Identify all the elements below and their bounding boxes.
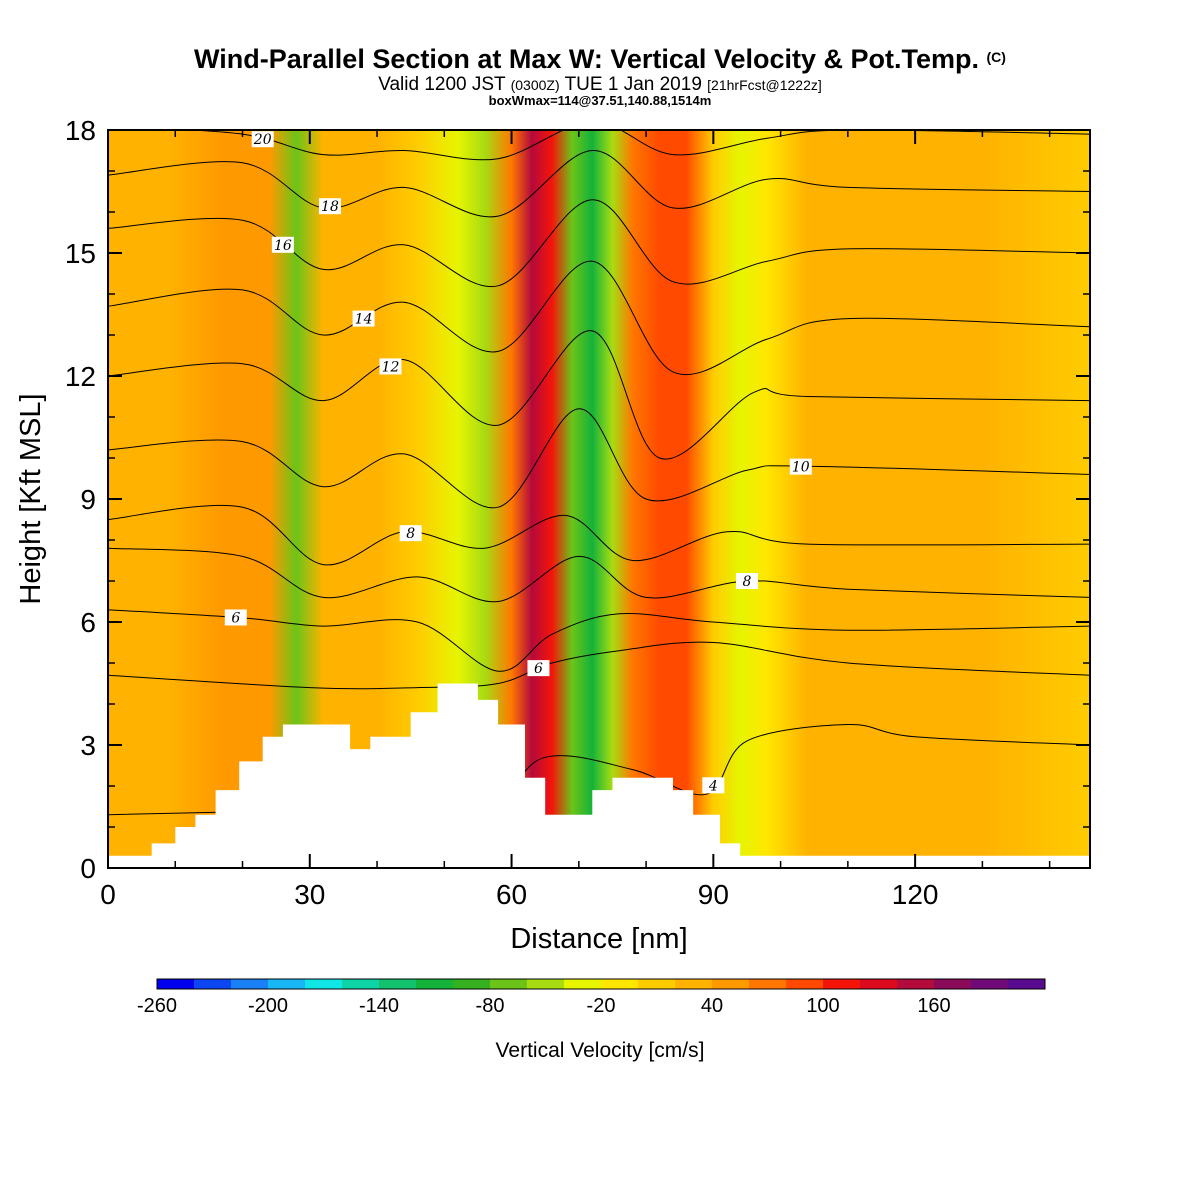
contour-label-box xyxy=(527,660,550,677)
colorbar-swatch xyxy=(268,979,306,989)
x-tick-label: 60 xyxy=(496,879,527,910)
colorbar-swatch xyxy=(416,979,454,989)
contour-label-box xyxy=(702,777,725,794)
contour-label-box xyxy=(352,310,375,327)
theta-contour-18 xyxy=(108,149,1090,218)
colorbar-swatch xyxy=(786,979,824,989)
chart-subtitle: Valid 1200 JST (0300Z) TUE 1 Jan 2019 [2… xyxy=(378,74,822,95)
contour-label: 10 xyxy=(792,460,810,476)
chart-title: Wind-Parallel Section at Max W: Vertical… xyxy=(194,44,1006,74)
colorbar: -260 -200 -140 -80 -20 40 100 160 xyxy=(137,978,1046,1017)
contour-label: 20 xyxy=(253,132,272,148)
contour-label: 18 xyxy=(321,199,339,215)
colorbar-tick-label: 40 xyxy=(701,995,723,1017)
contour-label: 14 xyxy=(355,312,373,328)
colorbar-tick-label: -80 xyxy=(476,995,505,1017)
theta-contour-6 xyxy=(108,641,1090,690)
colorbar-swatch xyxy=(564,979,602,989)
y-axis: 0 3 6 9 12 15 18 xyxy=(65,115,1090,884)
colorbar-swatch xyxy=(971,979,1009,989)
colorbar-swatch xyxy=(823,979,861,989)
y-tick-label: 18 xyxy=(65,115,96,146)
colorbar-swatch xyxy=(194,979,232,989)
contour-label-box xyxy=(271,236,294,253)
y-tick-label: 9 xyxy=(80,484,96,515)
theta-contour-6 xyxy=(108,609,1090,672)
colorbar-tick-label: -260 xyxy=(137,995,177,1017)
plot-area: 4 6 6 8 8 10 12 14 16 18 20 xyxy=(108,130,1090,868)
colorbar-swatch xyxy=(157,979,195,989)
colorbar-swatch xyxy=(712,979,750,989)
x-axis: 0 30 60 90 120 xyxy=(100,130,1051,910)
colorbar-swatch xyxy=(897,979,935,989)
contour-label-box xyxy=(224,609,247,626)
contour-label-box xyxy=(399,525,422,542)
contour-labels: 4 6 6 8 8 10 12 14 16 18 20 xyxy=(224,131,812,794)
colorbar-swatch xyxy=(749,979,787,989)
y-tick-label: 0 xyxy=(80,853,96,884)
contour-label: 16 xyxy=(274,238,292,254)
colorbar-swatch xyxy=(638,979,676,989)
contour-label-box xyxy=(251,131,274,148)
colorbar-swatch xyxy=(453,979,491,989)
colorbar-swatch xyxy=(305,979,343,989)
y-tick-label: 3 xyxy=(80,730,96,761)
theta-contours xyxy=(108,130,1090,816)
contour-label: 6 xyxy=(231,610,240,626)
colorbar-tick-label: -140 xyxy=(359,995,399,1017)
y-tick-label: 6 xyxy=(80,607,96,638)
colorbar-frame xyxy=(156,978,1046,990)
contour-label-box xyxy=(735,573,758,589)
theta-contour-8 xyxy=(108,547,1090,603)
colorbar-swatch xyxy=(1008,979,1046,989)
chart-subtitle-2: boxWmax=114@37.51,140.88,1514m xyxy=(488,93,712,108)
theta-contour-12 xyxy=(108,330,1090,460)
colorbar-swatch xyxy=(934,979,972,989)
y-axis-label: Height [Kft MSL] xyxy=(15,393,47,604)
contour-label: 12 xyxy=(382,359,400,375)
theta-contour-14 xyxy=(108,260,1090,376)
colorbar-title: Vertical Velocity [cm/s] xyxy=(496,1039,705,1062)
y-tick-label: 15 xyxy=(65,238,96,269)
colorbar-tick-label: -200 xyxy=(248,995,288,1017)
contour-label-box xyxy=(789,458,812,475)
colorbar-swatch xyxy=(675,979,713,989)
colorbar-tick-label: -20 xyxy=(587,995,616,1017)
colorbar-swatch xyxy=(490,979,528,989)
colorbar-tick-label: 100 xyxy=(806,995,839,1017)
colorbar-swatch xyxy=(860,979,898,989)
contour-label: 8 xyxy=(406,526,415,542)
colorbar-swatch xyxy=(601,979,639,989)
colorbar-tick-label: 160 xyxy=(917,995,950,1017)
contour-label: 8 xyxy=(743,574,752,590)
colorbar-swatch xyxy=(527,979,565,989)
vertical-velocity-field xyxy=(108,130,1090,868)
colorbar-swatch xyxy=(342,979,380,989)
colorbar-swatch xyxy=(231,979,269,989)
colorbar-swatch xyxy=(379,979,417,989)
contour-label: 4 xyxy=(708,778,718,794)
y-tick-label: 12 xyxy=(65,361,96,392)
contour-label-box xyxy=(379,358,402,375)
contour-label: 6 xyxy=(534,661,543,677)
x-tick-label: 90 xyxy=(698,879,729,910)
x-tick-label: 30 xyxy=(294,879,325,910)
x-tick-label: 120 xyxy=(892,879,939,910)
x-tick-label: 0 xyxy=(100,879,116,910)
theta-contour-8 xyxy=(108,504,1090,566)
terrain xyxy=(108,683,1090,868)
contour-label-box xyxy=(318,198,341,215)
x-axis-label: Distance [nm] xyxy=(510,923,687,955)
